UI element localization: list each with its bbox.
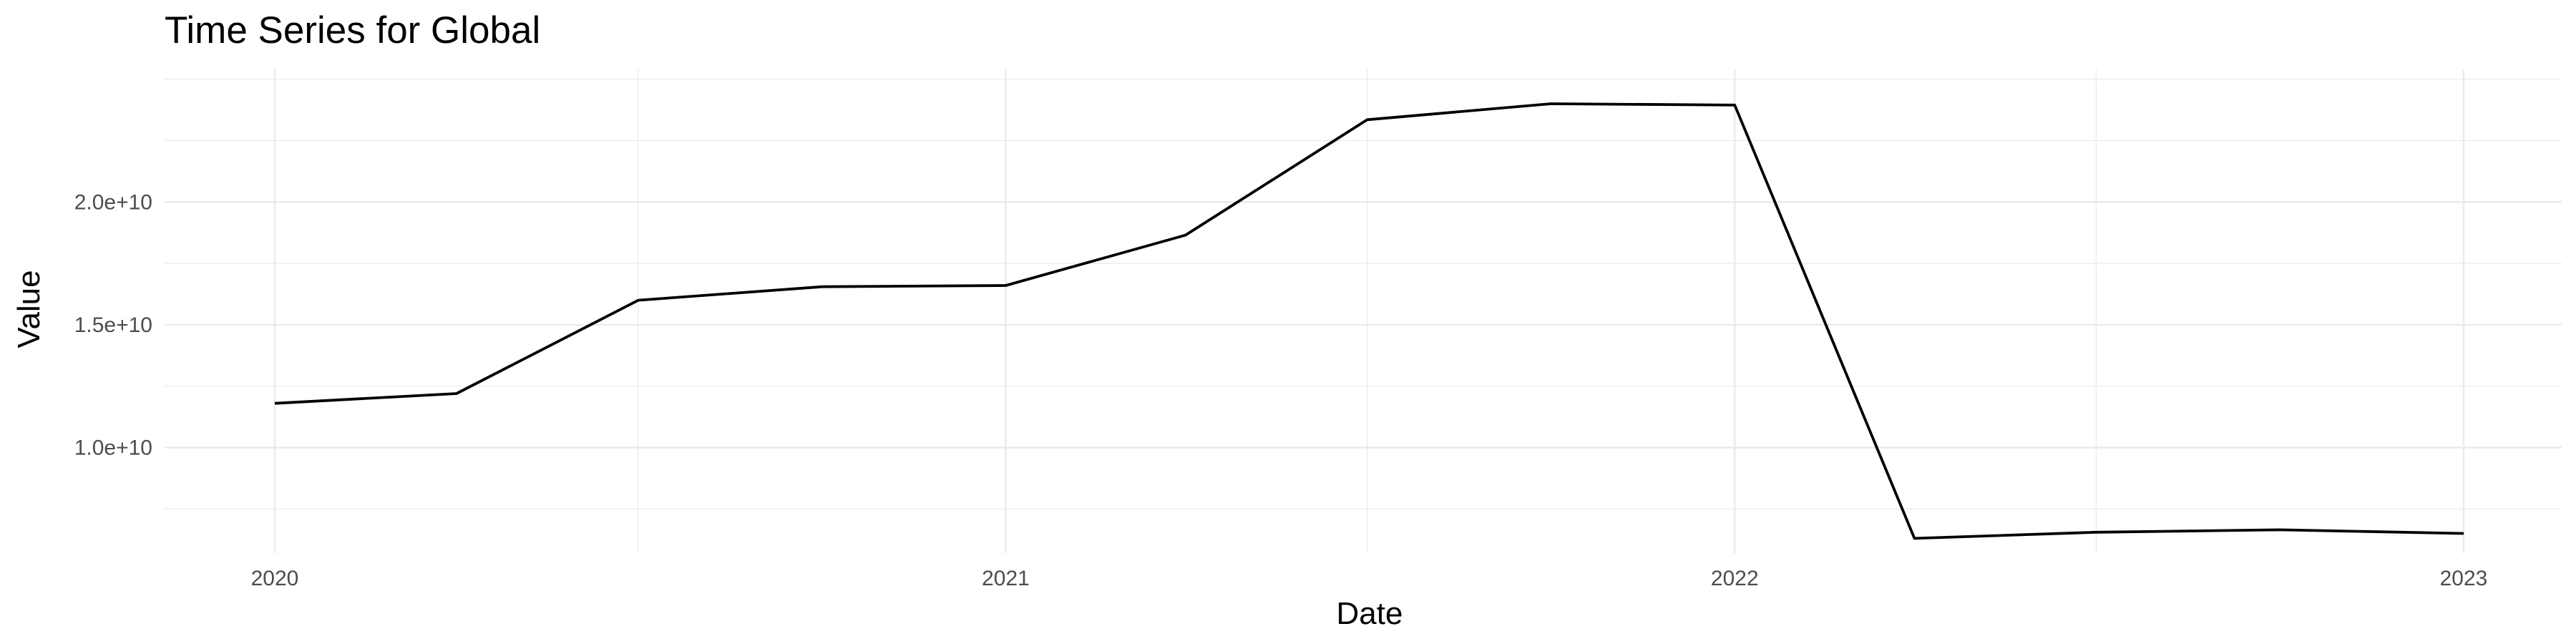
y-tick-label: 2.0e+10 <box>74 190 152 214</box>
series-line <box>274 102 2464 540</box>
y-tick-label: 1.5e+10 <box>74 313 152 337</box>
x-tick-label: 2021 <box>982 567 1030 590</box>
series-layer <box>274 102 2464 540</box>
x-tick-label: 2020 <box>251 567 299 590</box>
y-tick-labels: 1.0e+10 1.5e+10 2.0e+10 <box>74 190 152 459</box>
y-axis-title: Value <box>11 270 47 348</box>
x-tick-label: 2023 <box>2440 567 2488 590</box>
x-tick-labels: 2020 2021 2022 2023 <box>251 567 2488 590</box>
y-tick-label: 1.0e+10 <box>74 436 152 459</box>
chart-title: Time Series for Global <box>165 9 540 52</box>
x-axis-title: Date <box>1337 596 1403 631</box>
x-tick-label: 2022 <box>1711 567 1759 590</box>
grid-layer <box>165 69 2562 553</box>
